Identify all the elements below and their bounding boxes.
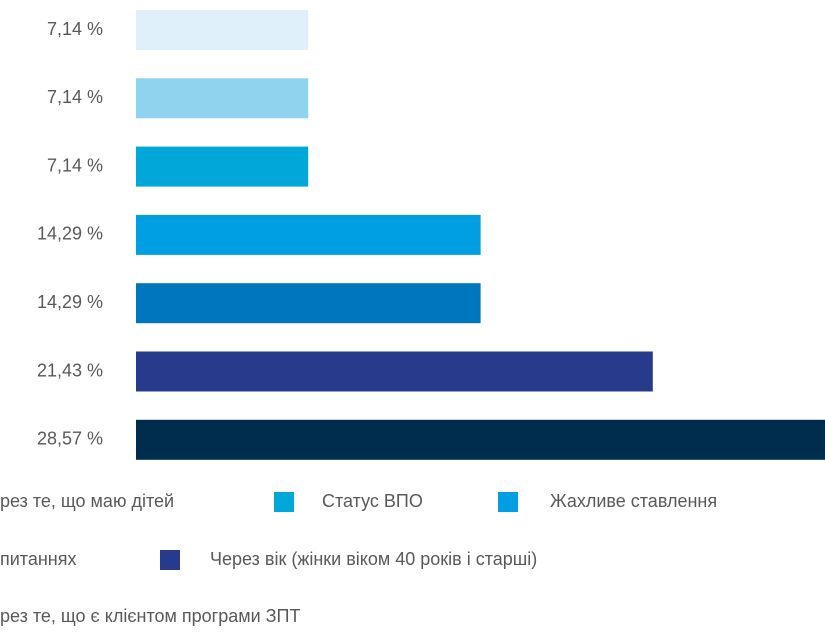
value-label: 7,14 % — [47, 19, 103, 39]
bar — [136, 283, 481, 324]
value-label: 7,14 % — [47, 87, 103, 107]
bar — [136, 10, 309, 50]
legend-label: Жахливе ставлення — [550, 491, 717, 511]
legend-label: рез те, що маю дітей — [0, 491, 174, 511]
legend-swatch — [274, 492, 294, 512]
value-label: 28,57 % — [37, 429, 103, 449]
legend-label: рез те, що є клієнтом програми ЗПТ — [0, 606, 300, 626]
bar — [136, 146, 309, 187]
legend-label: питаннях — [0, 549, 76, 569]
legend-label: Статус ВПО — [322, 491, 423, 511]
bar — [136, 419, 825, 460]
value-label: 21,43 % — [37, 360, 103, 380]
legend-swatch — [498, 492, 518, 512]
bar — [136, 351, 653, 392]
value-label: 7,14 % — [47, 155, 103, 175]
legend-swatch — [160, 550, 180, 570]
legend-label: Через вік (жінки віком 40 років і старші… — [210, 549, 537, 569]
bar — [136, 78, 309, 119]
value-label: 14,29 % — [37, 292, 103, 312]
bar — [136, 214, 481, 255]
value-label: 14,29 % — [37, 224, 103, 244]
